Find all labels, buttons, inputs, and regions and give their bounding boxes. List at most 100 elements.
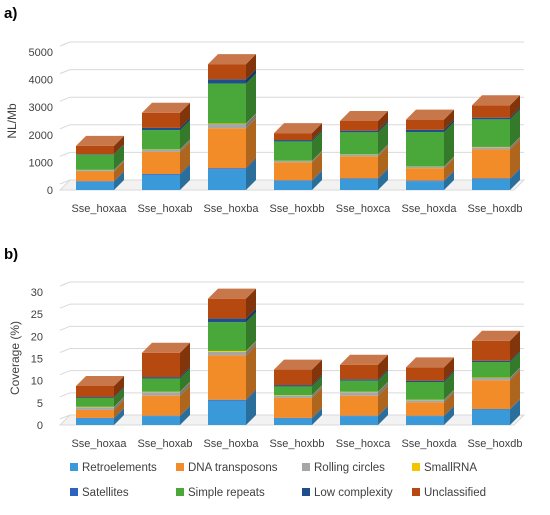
panel-label: b)	[4, 246, 18, 263]
legend-label: Retroelements	[82, 462, 157, 474]
bar-Sse_hoxdb	[472, 95, 520, 190]
legend-label: DNA transposons	[188, 462, 278, 474]
bar-segment-satellites	[406, 181, 444, 182]
bar-segment-retroelements	[142, 416, 180, 425]
bar-Sse_hoxdb	[472, 331, 520, 425]
bar-segment-unclassified	[76, 386, 114, 397]
bar-segment-smallrna	[208, 123, 246, 124]
bar-segment-unclassified	[340, 365, 378, 380]
legend-item-satellites: Satellites	[70, 487, 129, 499]
bar-segment-satellites	[76, 181, 114, 182]
legend-item-rolling-circles: Rolling circles	[302, 462, 385, 474]
bar-segment-unclassified	[76, 146, 114, 154]
bar-segment-unclassified	[142, 353, 180, 377]
bar-segment-satellites	[208, 400, 246, 401]
bar-segment-dna-transposons	[406, 168, 444, 180]
bar-segment-simple-repeats	[340, 381, 378, 392]
legend-item-simple-repeats: Simple repeats	[176, 487, 265, 499]
bar-segment-dna-transposons	[208, 355, 246, 399]
gridline-depth	[60, 371, 70, 375]
bar-segment-dna-transposons	[472, 149, 510, 178]
legend-item-low-complexity: Low complexity	[302, 487, 393, 499]
legend-swatch	[176, 463, 184, 471]
x-tick-label: Sse_hoxbb	[269, 438, 324, 450]
gridline-depth	[60, 42, 70, 46]
legend-item-smallrna: SmallRNA	[412, 462, 477, 474]
bar-segment-unclassified	[406, 120, 444, 130]
bar-Sse_hoxba	[208, 289, 256, 425]
bar-segment-rolling-circles	[406, 400, 444, 402]
bar-segment-low-complexity	[142, 128, 180, 130]
bar-segment-dna-transposons	[274, 398, 312, 418]
bar-Sse_hoxab	[142, 103, 190, 190]
y-tick-label: 4000	[29, 75, 53, 87]
x-tick-label: Sse_hoxca	[336, 203, 391, 215]
y-tick-label: 3000	[29, 102, 53, 114]
gridline-depth	[60, 97, 70, 101]
bar-Sse_hoxab	[142, 343, 190, 425]
y-tick-label: 30	[31, 287, 43, 299]
bar-segment-unclassified	[208, 64, 246, 79]
bar-segment-satellites	[142, 174, 180, 175]
bar-segment-simple-repeats	[274, 386, 312, 395]
bar-segment-retroelements	[76, 418, 114, 425]
bar-Sse_hoxbb	[274, 123, 322, 190]
legend-swatch	[302, 488, 310, 496]
bar-Sse_hoxba	[208, 54, 256, 190]
bar-segment-dna-transposons	[142, 152, 180, 174]
bar-segment-satellites	[340, 178, 378, 179]
bar-segment-low-complexity	[274, 140, 312, 141]
x-tick-label: Sse_hoxba	[203, 203, 259, 215]
bar-segment-rolling-circles	[406, 167, 444, 168]
bar-segment-simple-repeats	[472, 119, 510, 147]
y-tick-label: 15	[31, 354, 43, 366]
bar-segment-rolling-circles	[340, 392, 378, 396]
x-tick-label: Sse_hoxab	[137, 438, 192, 450]
bar-segment-low-complexity	[208, 79, 246, 83]
bar-segment-retroelements	[472, 409, 510, 425]
bar-segment-rolling-circles	[142, 150, 180, 152]
bar-segment-dna-transposons	[340, 396, 378, 416]
y-axis-label: Coverage (%)	[8, 321, 22, 395]
y-tick-label: 25	[31, 309, 43, 321]
bar-segment-simple-repeats	[406, 132, 444, 167]
bar-segment-simple-repeats	[208, 322, 246, 351]
bar-segment-rolling-circles	[340, 155, 378, 157]
bar-segment-unclassified	[274, 370, 312, 386]
gridline-depth	[60, 349, 70, 353]
legend-label: Unclassified	[424, 487, 486, 499]
y-tick-label: 20	[31, 331, 43, 343]
bar-segment-dna-transposons	[76, 410, 114, 418]
bar-segment-retroelements	[142, 175, 180, 190]
y-tick-label: 0	[47, 185, 53, 197]
bar-segment-retroelements	[340, 179, 378, 190]
bar-segment-low-complexity	[274, 385, 312, 386]
legend-swatch	[302, 463, 310, 471]
legend-swatch	[70, 463, 78, 471]
bar-segment-retroelements	[76, 182, 114, 190]
x-tick-label: Sse_hoxaa	[71, 438, 127, 450]
legend-swatch	[412, 488, 420, 496]
legend-item-unclassified: Unclassified	[412, 487, 486, 499]
gridline-depth	[60, 393, 70, 397]
bar-segment-low-complexity	[340, 131, 378, 133]
gridline-depth	[60, 70, 70, 74]
bar-segment-low-complexity	[76, 154, 114, 155]
bar-segment-retroelements	[406, 181, 444, 190]
bar-segment-retroelements	[406, 416, 444, 425]
bar-segment-retroelements	[208, 401, 246, 425]
bar-Sse_hoxaa	[76, 376, 124, 425]
y-tick-label: 0	[37, 420, 43, 432]
bar-segment-dna-transposons	[340, 156, 378, 178]
legend-label: Rolling circles	[314, 462, 385, 474]
bar-segment-simple-repeats	[274, 141, 312, 160]
y-tick-label: 5000	[29, 47, 53, 59]
bar-segment-retroelements	[340, 416, 378, 425]
x-tick-label: Sse_hoxca	[336, 438, 391, 450]
bar-segment-unclassified	[142, 113, 180, 128]
bar-segment-rolling-circles	[76, 170, 114, 171]
x-tick-label: Sse_hoxba	[203, 438, 259, 450]
bar-Sse_hoxca	[340, 111, 388, 190]
legend-item-dna-transposons: DNA transposons	[176, 462, 278, 474]
